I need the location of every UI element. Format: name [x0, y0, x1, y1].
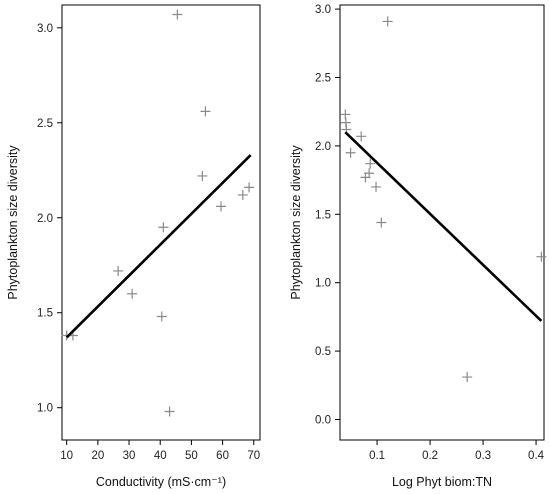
x-tick-label: 0.1 — [369, 450, 385, 462]
x-axis-label: Conductivity (mS·cm⁻¹) — [96, 475, 226, 489]
y-tick-label: 1.5 — [315, 209, 331, 221]
y-tick-label: 2.0 — [315, 141, 331, 153]
y-tick-label: 0.5 — [315, 346, 331, 358]
y-tick-label: 2.5 — [37, 118, 53, 130]
data-point — [364, 168, 375, 179]
regression-line — [344, 131, 543, 322]
y-axis: 0.0 0.5 1.0 1.5 2.0 2.5 3.0 — [315, 4, 340, 426]
x-tick-label: 40 — [154, 450, 167, 462]
data-point — [156, 311, 167, 322]
y-tick-label: 2.5 — [315, 73, 331, 85]
data-point — [113, 265, 124, 276]
data-point — [216, 201, 227, 212]
chart-phyt-biom-tn: 0.1 0.2 0.3 0.4 0.0 0.5 1.0 1.5 2.0 2.5 3.0 Log P… — [289, 4, 547, 489]
data-point — [164, 406, 175, 417]
fit-line-layer — [65, 154, 252, 339]
data-point — [376, 217, 387, 228]
x-axis: 10 20 30 40 50 60 70 — [60, 440, 260, 462]
data-point — [200, 106, 211, 117]
fit-line-layer — [344, 131, 543, 322]
data-point — [462, 372, 473, 383]
x-tick-label: 0.2 — [422, 450, 438, 462]
data-point — [536, 251, 547, 262]
plot-frame — [339, 4, 545, 441]
regression-line — [65, 154, 252, 339]
data-point — [356, 131, 367, 142]
plot-frame — [61, 4, 261, 441]
x-tick-label: 0.4 — [528, 450, 545, 462]
x-axis-label: Log Phyt biom:TN — [392, 475, 492, 489]
points-layer — [340, 16, 547, 383]
points-layer — [61, 9, 255, 417]
chart-conductivity: 10 20 30 40 50 60 70 1.0 1.5 2.0 2.5 3.0 Conductiv… — [6, 4, 261, 489]
data-point — [127, 288, 138, 299]
y-tick-label: 3.0 — [315, 4, 331, 16]
data-point — [244, 182, 255, 193]
y-tick-label: 2.0 — [37, 213, 53, 225]
y-tick-label: 1.0 — [315, 278, 331, 290]
data-point — [371, 181, 382, 192]
data-point — [345, 147, 356, 158]
data-point — [237, 189, 248, 200]
y-axis: 1.0 1.5 2.0 2.5 3.0 — [37, 23, 62, 415]
x-axis: 0.1 0.2 0.3 0.4 — [369, 440, 545, 462]
y-tick-label: 1.5 — [37, 308, 53, 320]
y-tick-label: 0.0 — [315, 414, 331, 426]
x-tick-label: 10 — [60, 450, 73, 462]
y-axis-label: Phytoplankton size diversity — [6, 145, 20, 300]
y-axis-label: Phytoplankton size diversity — [289, 145, 303, 300]
data-point — [365, 158, 376, 169]
y-tick-label: 1.0 — [37, 403, 53, 415]
x-tick-label: 30 — [123, 450, 136, 462]
data-point — [158, 222, 169, 233]
data-point — [197, 170, 208, 181]
x-tick-label: 50 — [185, 450, 198, 462]
x-tick-label: 60 — [216, 450, 229, 462]
data-point — [382, 16, 393, 27]
y-tick-label: 3.0 — [37, 23, 53, 35]
x-tick-label: 20 — [91, 450, 104, 462]
x-tick-label: 0.3 — [475, 450, 491, 462]
x-tick-label: 70 — [247, 450, 260, 462]
data-point — [172, 9, 183, 20]
